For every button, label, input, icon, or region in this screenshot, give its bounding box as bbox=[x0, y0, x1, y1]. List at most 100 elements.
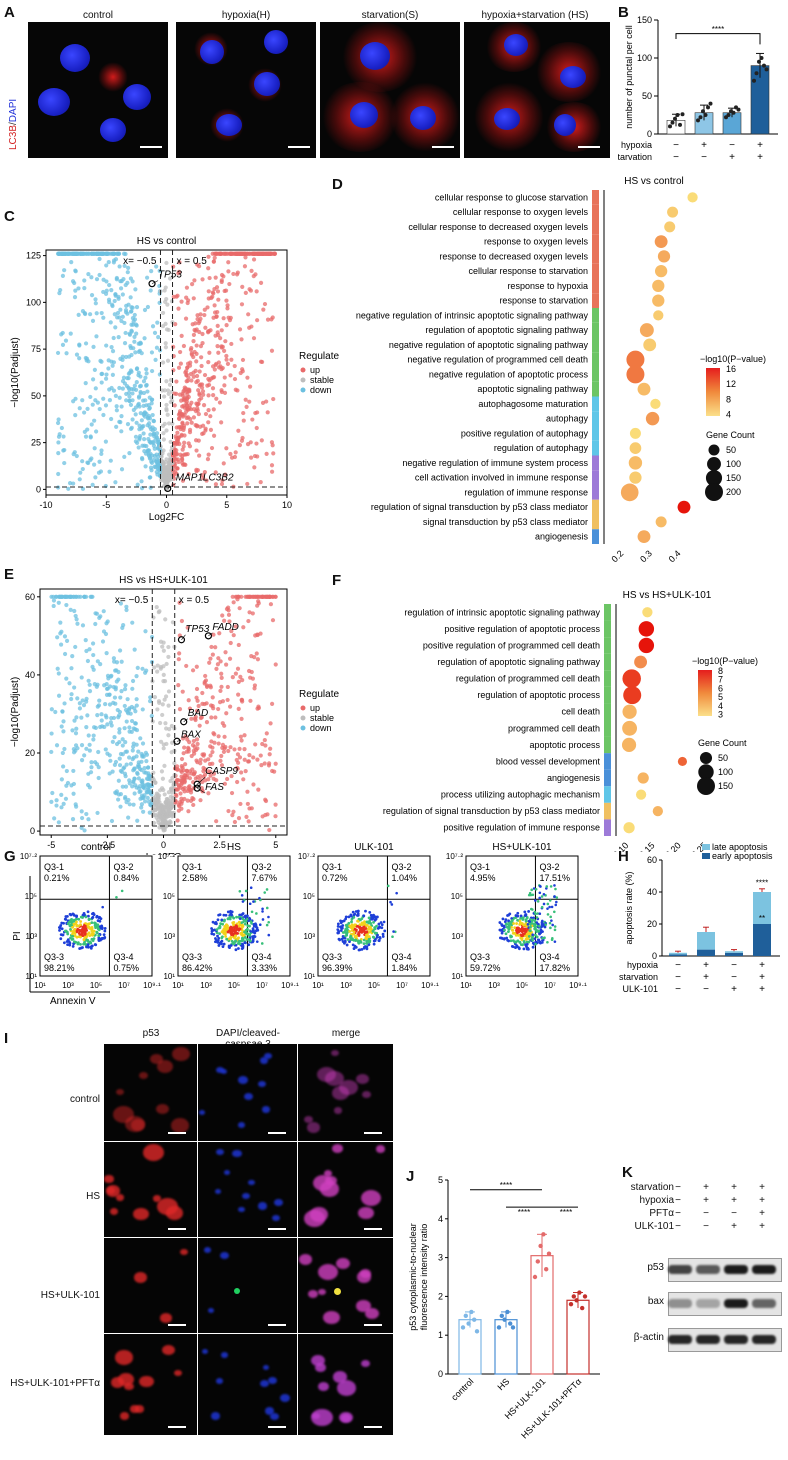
volcano-point bbox=[90, 377, 96, 382]
volcano-point bbox=[103, 291, 109, 296]
volcano-point bbox=[234, 594, 239, 599]
volcano-point bbox=[84, 648, 89, 654]
volcano-point bbox=[145, 790, 150, 795]
flow-event bbox=[336, 924, 340, 928]
volcano-point bbox=[112, 735, 117, 740]
term-label: cellular response to glucose starvation bbox=[435, 192, 588, 202]
volcano-point bbox=[140, 707, 145, 712]
flow-event bbox=[535, 930, 538, 934]
volcano-point bbox=[143, 670, 148, 675]
flow-xtick: 10¹ bbox=[460, 981, 472, 990]
volcano-point bbox=[225, 361, 231, 366]
volcano-point bbox=[56, 417, 61, 422]
flow-qname: Q3-2 bbox=[391, 862, 411, 872]
volcano-point bbox=[235, 270, 240, 275]
volcano-point bbox=[197, 723, 202, 728]
b-hyp-sign: + bbox=[757, 140, 763, 151]
volcano-point bbox=[127, 394, 132, 399]
flow-event bbox=[210, 929, 214, 933]
term-dot bbox=[642, 607, 653, 618]
volcano-point bbox=[219, 420, 224, 425]
volcano-point bbox=[254, 425, 259, 431]
panelI-row-2: HS+ULK-101 bbox=[40, 1290, 100, 1301]
volcano-point bbox=[130, 305, 135, 310]
volcano-point bbox=[218, 758, 223, 764]
volcano-point bbox=[153, 459, 159, 464]
flow-event bbox=[529, 929, 532, 933]
flow-event bbox=[244, 928, 248, 932]
h-ytick-label: 0 bbox=[652, 951, 657, 961]
volcano-point bbox=[194, 448, 199, 453]
volcano-point bbox=[87, 742, 92, 747]
volcano-point bbox=[258, 479, 263, 485]
volcano-point bbox=[56, 820, 61, 825]
volcano-point bbox=[211, 291, 216, 296]
k-band bbox=[752, 1299, 776, 1308]
flow-event bbox=[120, 889, 124, 893]
flow-event bbox=[500, 931, 504, 935]
volcano-point bbox=[156, 334, 161, 340]
volcano-point bbox=[111, 335, 116, 341]
volcano-point bbox=[239, 770, 244, 775]
volcano-point bbox=[261, 307, 266, 312]
volcano-point bbox=[162, 388, 167, 393]
volcano-point bbox=[259, 762, 264, 768]
volcano-point bbox=[211, 776, 216, 781]
flow-event bbox=[261, 918, 265, 921]
flow-event bbox=[69, 918, 73, 922]
volcano-point bbox=[262, 761, 267, 766]
volcano-point bbox=[127, 778, 132, 783]
volcano-point bbox=[120, 354, 125, 359]
volcano-point bbox=[64, 783, 69, 788]
flow-xtick: 10⁹·¹ bbox=[143, 981, 161, 990]
volcano-point bbox=[126, 375, 131, 381]
volcano-point bbox=[135, 482, 140, 487]
volcano-point bbox=[210, 386, 216, 391]
flow-event bbox=[350, 920, 353, 924]
flow-event bbox=[65, 930, 69, 934]
volcano-point bbox=[109, 818, 115, 824]
volcano-point bbox=[243, 255, 248, 260]
volcano-point bbox=[97, 459, 102, 464]
volcano-point bbox=[77, 701, 82, 706]
volcano-point bbox=[247, 610, 252, 615]
flow-event bbox=[234, 948, 238, 952]
flow-event bbox=[339, 925, 342, 929]
volcano-point bbox=[70, 251, 75, 256]
volcano-point bbox=[164, 457, 169, 462]
volcano-point bbox=[218, 364, 223, 369]
flow-event bbox=[75, 917, 78, 921]
volcano-point bbox=[54, 803, 59, 808]
volcano-point bbox=[117, 709, 123, 715]
volcano-point bbox=[108, 458, 113, 463]
volcano-point bbox=[125, 280, 130, 285]
volcano-point bbox=[146, 453, 152, 458]
flow-event bbox=[64, 917, 68, 921]
volcano-point bbox=[191, 339, 196, 344]
volcano-point bbox=[214, 396, 219, 401]
flow-event bbox=[216, 918, 220, 922]
flow-event bbox=[242, 920, 245, 924]
volcano-point bbox=[226, 612, 232, 617]
term-dot bbox=[652, 294, 665, 307]
flow-event bbox=[263, 891, 267, 894]
volcano-point bbox=[251, 594, 257, 599]
term-label: angiogenesis bbox=[535, 532, 589, 542]
flow-qname: Q3-3 bbox=[470, 952, 490, 962]
b-point bbox=[764, 67, 769, 72]
volcano-point bbox=[186, 471, 191, 477]
flow-event bbox=[516, 914, 520, 918]
flow-ytick: 10⁷·² bbox=[298, 852, 315, 861]
volcano-point bbox=[137, 433, 143, 439]
volcano-point bbox=[219, 671, 224, 676]
volcano-point bbox=[63, 796, 69, 801]
volcano-point bbox=[132, 334, 137, 339]
volcano-point bbox=[164, 260, 169, 266]
flow-qname: Q3-1 bbox=[182, 862, 202, 872]
flow-qval-q4: 3.33% bbox=[251, 963, 277, 973]
volcano-point bbox=[80, 459, 85, 464]
volcano-point bbox=[270, 251, 275, 256]
flow-event bbox=[253, 935, 257, 939]
volcano-point bbox=[177, 416, 182, 422]
volcano-point bbox=[191, 296, 196, 301]
